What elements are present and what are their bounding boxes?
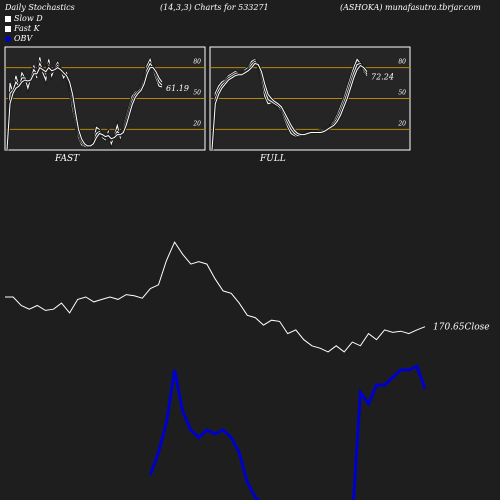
fast-tick-label: 50	[193, 90, 201, 97]
legend-fast-k: Fast K	[5, 24, 40, 33]
fast-last-value-label: 61.19	[166, 84, 189, 93]
chart-header-source: (ASHOKA) munafasutra.tbrjar.com	[340, 3, 481, 12]
fast-tick-label: 80	[193, 59, 201, 66]
legend-obv: OBV	[5, 34, 32, 43]
full-tick-label: 80	[398, 59, 406, 66]
legend-label-fast-k: Fast K	[14, 24, 40, 33]
legend-label-obv: OBV	[14, 34, 33, 43]
fast-tick-label: 20	[192, 120, 201, 127]
full-series-line	[211, 62, 368, 151]
legend-label-slow-d: Slow D	[14, 14, 43, 23]
close-price-line	[5, 241, 426, 353]
obv-line	[148, 364, 427, 500]
full-panel-label: FULL	[260, 154, 286, 164]
legend-swatch-slow-d	[5, 15, 11, 22]
fast-series-line	[6, 66, 163, 151]
fast-panel-label: FAST	[55, 154, 80, 164]
close-value-label: 170.65Close	[433, 323, 490, 333]
chart-header-params: (14,3,3) Charts for 533271	[160, 3, 269, 12]
full-tick-label: 20	[397, 120, 406, 127]
full-tick-label: 50	[398, 90, 406, 97]
legend-slow-d: Slow D	[5, 14, 43, 23]
legend-swatch-fast-k	[5, 25, 11, 32]
chart-header-title: Daily Stochastics	[5, 3, 75, 12]
legend-swatch-obv	[5, 35, 11, 42]
full-last-value-label: 72.24	[371, 73, 394, 82]
